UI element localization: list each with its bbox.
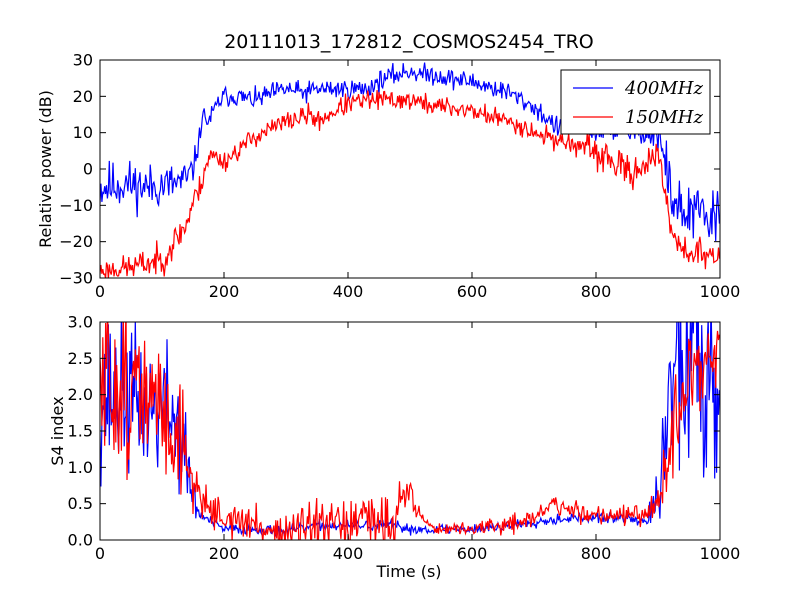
x-tick-label: 800 [581,544,612,563]
series-line-150mhz [100,90,720,278]
y-tick-label: 30 [73,51,93,70]
y-tick-label: −10 [59,196,93,215]
x-tick-label: 800 [581,282,612,301]
power-y-axis-label: Relative power (dB) [36,90,55,248]
x-tick-label: 200 [209,282,240,301]
y-tick-label: 10 [73,123,93,142]
x-tick-label: 1000 [700,544,741,563]
x-tick-label: 400 [333,544,364,563]
y-tick-label: 0 [83,160,93,179]
x-tick-label: 0 [95,544,105,563]
s4-lines [100,322,720,540]
s4-y-axis-label: S4 index [48,396,67,465]
x-tick-label: 200 [209,544,240,563]
y-tick-label: 20 [73,87,93,106]
x-tick-label: 600 [457,544,488,563]
power-ticks: 0 200 400 600 800 1000 −30 −20 −10 0 10 20 30 [59,51,740,302]
s4-ticks: 0 200 400 600 800 1000 0.0 0.5 1.0 1.5 2.0 2.5 3.0 [68,313,741,564]
y-tick-label: 1.0 [68,458,93,477]
x-tick-label: 0 [95,282,105,301]
legend-box [560,69,711,135]
y-tick-label: 2.5 [68,349,93,368]
power-panel: 0 200 400 600 800 1000 −30 −20 −10 0 10 20 30 Relati… [36,51,740,302]
y-tick-label: 1.5 [68,422,93,441]
power-legend: 400MHz 150MHz [560,69,711,135]
series-line-400mhz [100,322,720,537]
legend-label-150mhz: 150MHz [625,107,703,128]
y-tick-label: −20 [59,232,93,251]
figure-title: 20111013_172812_COSMOS2454_TRO [224,31,594,53]
x-tick-label: 600 [457,282,488,301]
y-tick-label: −30 [59,269,93,288]
y-tick-label: 0.0 [68,531,93,550]
x-tick-label: 1000 [700,282,741,301]
legend-label-400mhz: 400MHz [624,78,703,99]
series-line-150mhz [100,322,720,540]
y-tick-label: 0.5 [68,494,93,513]
y-tick-label: 3.0 [68,313,93,332]
y-tick-label: 2.0 [68,385,93,404]
s4-panel: 0 200 400 600 800 1000 0.0 0.5 1.0 1.5 2.0 2.5 3.0 S… [48,313,741,564]
x-tick-label: 400 [333,282,364,301]
x-axis-label: Time (s) [375,562,441,581]
